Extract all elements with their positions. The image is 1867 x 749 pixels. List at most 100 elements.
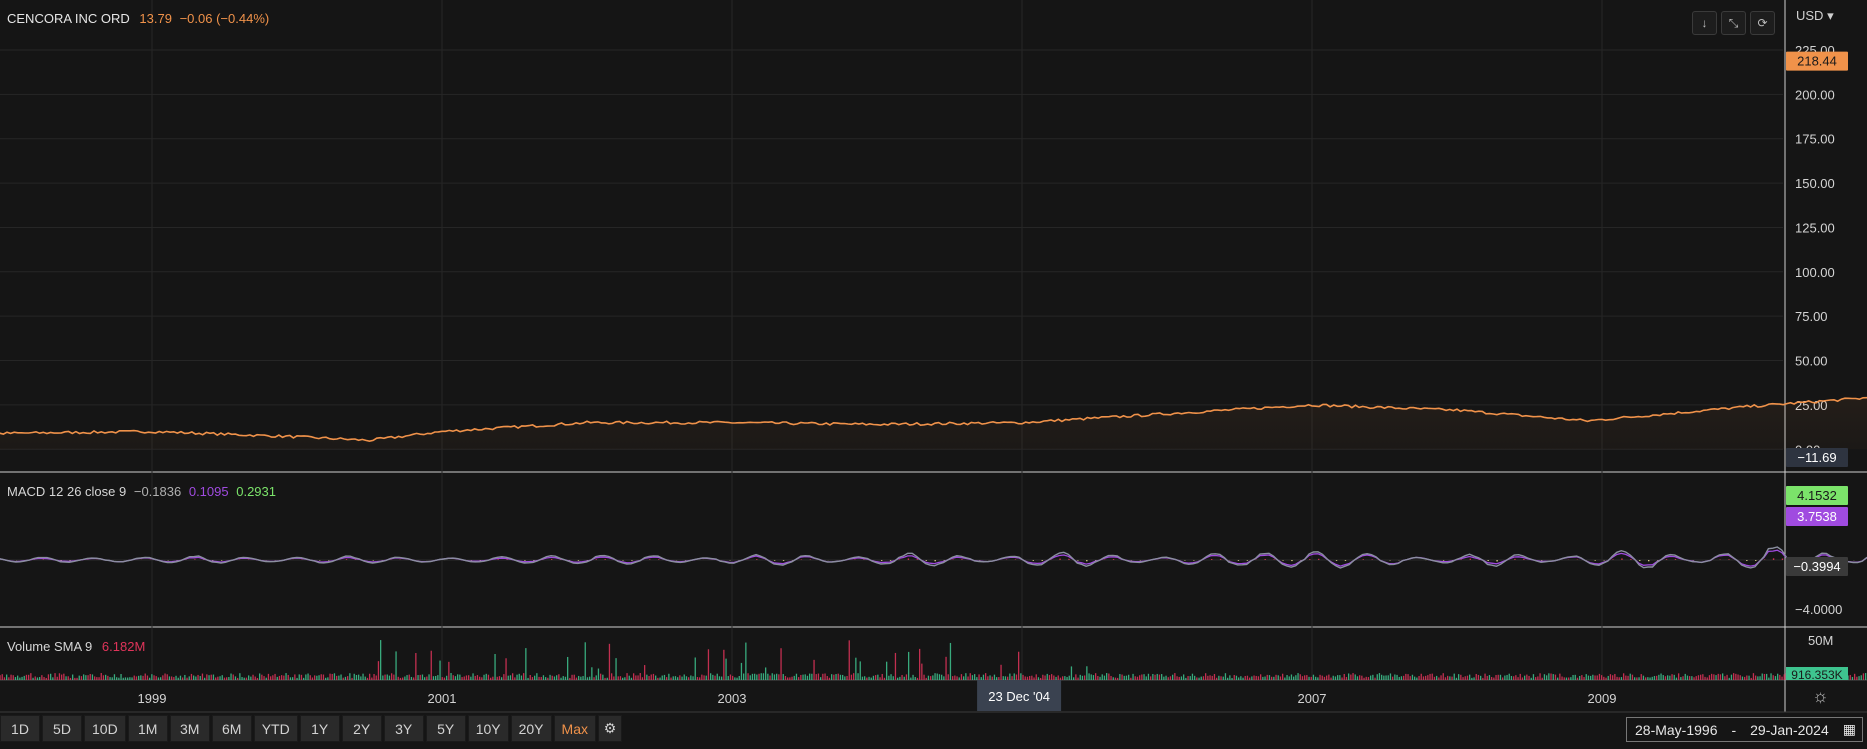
- volume-bar: [353, 673, 355, 680]
- volume-bar: [652, 673, 655, 680]
- volume-bar: [1376, 674, 1378, 680]
- volume-bar: [1053, 675, 1055, 680]
- volume-bar: [1645, 677, 1647, 680]
- volume-bar: [490, 677, 492, 680]
- macd-histogram-bar: [524, 560, 526, 561]
- volume-bar: [1596, 675, 1598, 680]
- volume-bar: [813, 659, 815, 680]
- volume-bar: [102, 675, 105, 680]
- volume-bar: [166, 674, 168, 680]
- volume-bar: [1055, 676, 1057, 680]
- volume-bar: [485, 673, 487, 680]
- volume-bar: [782, 674, 784, 680]
- volume-bar: [1042, 674, 1044, 680]
- tf-1y[interactable]: 1Y: [299, 715, 340, 742]
- tf-10d[interactable]: 10D: [84, 715, 126, 742]
- tf-5d[interactable]: 5D: [42, 715, 82, 742]
- volume-bar: [1356, 676, 1359, 680]
- volume-bar: [1205, 673, 1207, 680]
- date-range-picker[interactable]: 28-May-1996 - 29-Jan-2024 ▦: [1626, 717, 1863, 742]
- volume-bar: [1563, 677, 1565, 680]
- volume-bar: [1070, 666, 1073, 680]
- price-area: [0, 397, 1867, 450]
- volume-bar: [523, 673, 525, 680]
- volume-bar: [1073, 677, 1075, 680]
- volume-bar: [1508, 673, 1510, 680]
- tf-1d[interactable]: 1D: [0, 715, 40, 742]
- volume-bar: [677, 677, 679, 680]
- tf-10y[interactable]: 10Y: [467, 715, 509, 742]
- volume-bar: [1114, 677, 1117, 680]
- volume-bar: [476, 675, 479, 680]
- macd-histogram-bar: [1059, 558, 1061, 560]
- volume-bar: [1763, 673, 1766, 680]
- volume-bar: [76, 677, 78, 680]
- volume-bar: [762, 673, 765, 680]
- macd-line: [0, 546, 1867, 571]
- volume-bar: [663, 674, 666, 680]
- volume-bar: [901, 674, 903, 680]
- tf-3m[interactable]: 3M: [169, 715, 210, 742]
- arrow-down-icon[interactable]: ↓: [1692, 11, 1717, 35]
- timeframe-settings-icon[interactable]: ⚙: [597, 715, 622, 742]
- volume-bar: [727, 676, 729, 680]
- volume-bar: [1108, 673, 1110, 680]
- volume-bar: [960, 674, 963, 680]
- volume-bar: [639, 673, 641, 680]
- volume-bar: [648, 676, 650, 680]
- volume-bar: [397, 676, 399, 680]
- macd-histogram-bar: [1514, 558, 1516, 560]
- volume-bar: [877, 674, 879, 680]
- volume-bar: [1128, 674, 1130, 680]
- tf-20y[interactable]: 20Y: [510, 715, 552, 742]
- volume-bar: [943, 676, 945, 680]
- volume-bar: [492, 676, 494, 680]
- volume-bar: [1202, 676, 1205, 680]
- tf-1m[interactable]: 1M: [127, 715, 168, 742]
- macd-histogram-bar: [907, 558, 910, 560]
- volume-bar: [281, 675, 283, 680]
- volume-bar: [1079, 674, 1081, 680]
- collapse-icon[interactable]: ⤡: [1721, 11, 1746, 35]
- volume-bar: [1031, 675, 1033, 680]
- volume-bar: [525, 648, 527, 680]
- volume-bar: [377, 661, 380, 680]
- tf-max[interactable]: Max: [553, 715, 596, 742]
- tf-5y[interactable]: 5Y: [425, 715, 466, 742]
- volume-bar: [1354, 674, 1356, 680]
- volume-bar: [1671, 674, 1673, 680]
- volume-bar: [395, 651, 397, 680]
- volume-bar: [1414, 676, 1416, 680]
- volume-bar: [694, 657, 696, 680]
- volume-bar: [886, 661, 888, 680]
- volume-bar: [1669, 675, 1671, 680]
- volume-bar: [1539, 673, 1541, 680]
- volume-bar: [435, 676, 437, 680]
- volume-bar: [1312, 674, 1315, 680]
- volume-bar: [661, 675, 663, 680]
- tf-2y[interactable]: 2Y: [341, 715, 382, 742]
- macd-histogram-bar: [1362, 559, 1365, 560]
- volume-bar: [613, 676, 615, 680]
- currency-selector[interactable]: USD ▾: [1796, 8, 1834, 23]
- volume-bar: [734, 677, 736, 680]
- tf-6m[interactable]: 6M: [211, 715, 252, 742]
- settings-gear-icon[interactable]: ☼: [1812, 686, 1829, 706]
- volume-bar: [930, 676, 932, 680]
- volume-bar: [1207, 675, 1209, 680]
- volume-bar: [824, 673, 826, 680]
- tf-3y[interactable]: 3Y: [383, 715, 424, 742]
- tf-ytd[interactable]: YTD: [253, 715, 298, 742]
- volume-bar: [58, 673, 61, 680]
- volume-bar: [837, 673, 839, 680]
- volume-bar: [1244, 675, 1246, 680]
- volume-bar: [1466, 675, 1469, 680]
- refresh-icon[interactable]: ⟳: [1750, 11, 1775, 35]
- calendar-icon: ▦: [1842, 721, 1856, 737]
- volume-bar: [1519, 673, 1521, 680]
- volume-bar: [545, 677, 547, 680]
- volume-bar: [1695, 676, 1697, 680]
- volume-bar: [1458, 674, 1460, 680]
- volume-bar: [1075, 674, 1077, 680]
